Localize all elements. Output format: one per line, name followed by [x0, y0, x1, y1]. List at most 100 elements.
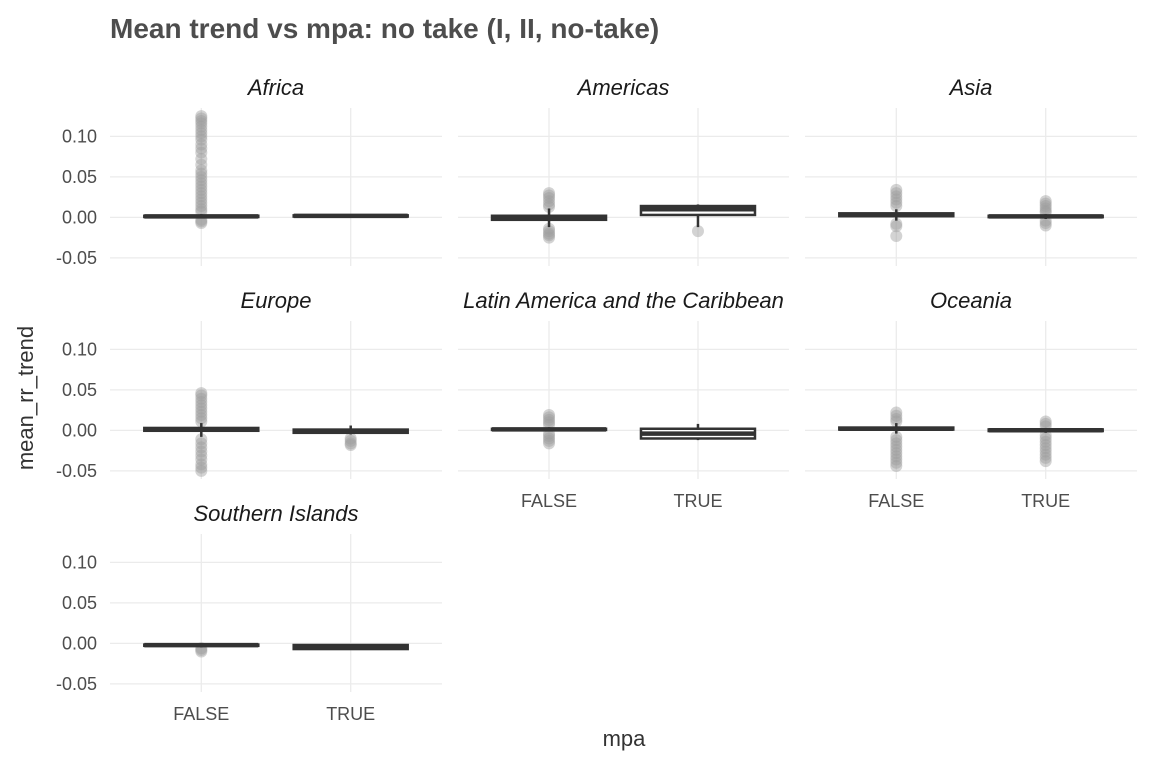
- outlier-point: [1039, 197, 1052, 210]
- outlier-point: [1039, 204, 1052, 217]
- outlier-point: [195, 217, 208, 230]
- outlier-point: [344, 437, 357, 450]
- outlier-point: [543, 227, 556, 240]
- x-tick-label: TRUE: [326, 704, 375, 724]
- facet-strip-label: Africa: [246, 75, 304, 100]
- outlier-point: [1039, 451, 1052, 464]
- outlier-point: [890, 434, 903, 447]
- outlier-point: [195, 170, 208, 183]
- outlier-point: [543, 198, 556, 211]
- outlier-point: [195, 146, 208, 159]
- outlier-point: [890, 443, 903, 456]
- outlier-point: [890, 447, 903, 460]
- outlier-point: [890, 187, 903, 200]
- outlier-point: [890, 220, 903, 233]
- boxplot-box: [639, 423, 757, 441]
- outlier-point: [890, 409, 903, 422]
- y-tick-label: 0.10: [62, 552, 97, 572]
- outlier-point: [890, 193, 903, 206]
- y-tick-label: 0.05: [62, 593, 97, 613]
- outlier-point: [1039, 195, 1052, 208]
- outlier-point: [543, 225, 556, 238]
- y-tick-label: 0.00: [62, 633, 97, 653]
- outlier-point: [195, 183, 208, 196]
- facet-panel: Europe -0.05 0.00 0.05 0.10: [56, 288, 442, 481]
- outlier-point: [543, 195, 556, 208]
- outlier-point: [195, 193, 208, 206]
- outlier-point: [890, 415, 903, 428]
- facet-panel: Americas: [458, 75, 789, 266]
- outlier-point: [1039, 435, 1052, 448]
- outlier-point: [195, 153, 208, 166]
- facet-strip-label: Oceania: [930, 288, 1012, 313]
- facet-strip-label: Southern Islands: [193, 501, 358, 526]
- outlier-point: [543, 231, 556, 244]
- outlier-point: [1039, 417, 1052, 430]
- outlier-point: [195, 387, 208, 400]
- facet-panel: Asia: [805, 75, 1137, 266]
- outlier-point: [1039, 445, 1052, 458]
- x-tick-label: TRUE: [1021, 491, 1070, 511]
- outlier-point: [195, 190, 208, 203]
- outlier-point: [195, 138, 208, 151]
- outlier-point: [1039, 415, 1052, 428]
- y-tick-label: -0.05: [56, 674, 97, 694]
- outlier-point: [1039, 200, 1052, 213]
- y-tick-label: 0.00: [62, 207, 97, 227]
- facet-strip-label: Americas: [576, 75, 670, 100]
- facet-strip-label: Latin America and the Caribbean: [463, 288, 784, 313]
- outlier-point: [543, 432, 556, 445]
- outlier-point: [1039, 438, 1052, 451]
- outlier-point: [195, 196, 208, 209]
- outlier-point: [195, 114, 208, 127]
- outlier-point: [195, 120, 208, 133]
- outlier-point: [195, 441, 208, 454]
- outlier-point: [1039, 448, 1052, 461]
- outlier-point: [543, 413, 556, 426]
- chart-title: Mean trend vs mpa: no take (I, II, no-ta…: [110, 13, 659, 44]
- boxplot-box: [838, 183, 955, 243]
- boxplot-box: [292, 643, 409, 651]
- outlier-point: [543, 411, 556, 424]
- outlier-point: [543, 187, 556, 200]
- outlier-point: [195, 461, 208, 474]
- outlier-point: [890, 453, 903, 466]
- outlier-point: [195, 133, 208, 146]
- x-tick-label: FALSE: [868, 491, 924, 511]
- x-tick-label: FALSE: [173, 704, 229, 724]
- boxplot-box: [838, 406, 955, 473]
- outlier-point: [344, 432, 357, 445]
- y-tick-label: -0.05: [56, 461, 97, 481]
- outlier-point: [543, 408, 556, 421]
- outlier-point: [195, 123, 208, 136]
- outlier-point: [195, 645, 208, 658]
- boxplot-box: [292, 425, 409, 451]
- outlier-point: [195, 174, 208, 187]
- y-tick-label: 0.10: [62, 339, 97, 359]
- outlier-point: [195, 200, 208, 213]
- y-tick-label: 0.05: [62, 167, 97, 187]
- outlier-point: [543, 200, 556, 213]
- boxplot-box: [639, 204, 757, 238]
- outlier-point: [1039, 432, 1052, 445]
- facet-panel: Southern Islands -0.05 0.00 0.05 0.10 FALSE TR…: [56, 501, 442, 724]
- outlier-point: [195, 433, 208, 446]
- facet-panel: Latin America and the Caribbean FALSE TRUE: [458, 288, 789, 511]
- x-tick-label: FALSE: [521, 491, 577, 511]
- boxplot-box: [987, 415, 1104, 468]
- outlier-point: [1039, 442, 1052, 455]
- outlier-point: [890, 450, 903, 463]
- outlier-point: [195, 412, 208, 425]
- outlier-point: [543, 416, 556, 429]
- outlier-point: [195, 142, 208, 155]
- outlier-point: [195, 127, 208, 140]
- facet-panel: Oceania FALSE TRUE: [805, 288, 1137, 511]
- outlier-point: [890, 230, 903, 243]
- outlier-point: [1039, 455, 1052, 468]
- outlier-point: [195, 445, 208, 458]
- outlier-point: [195, 389, 208, 402]
- outlier-point: [195, 112, 208, 125]
- boxplot-box: [143, 642, 260, 658]
- outlier-point: [890, 460, 903, 473]
- outlier-point: [195, 158, 208, 171]
